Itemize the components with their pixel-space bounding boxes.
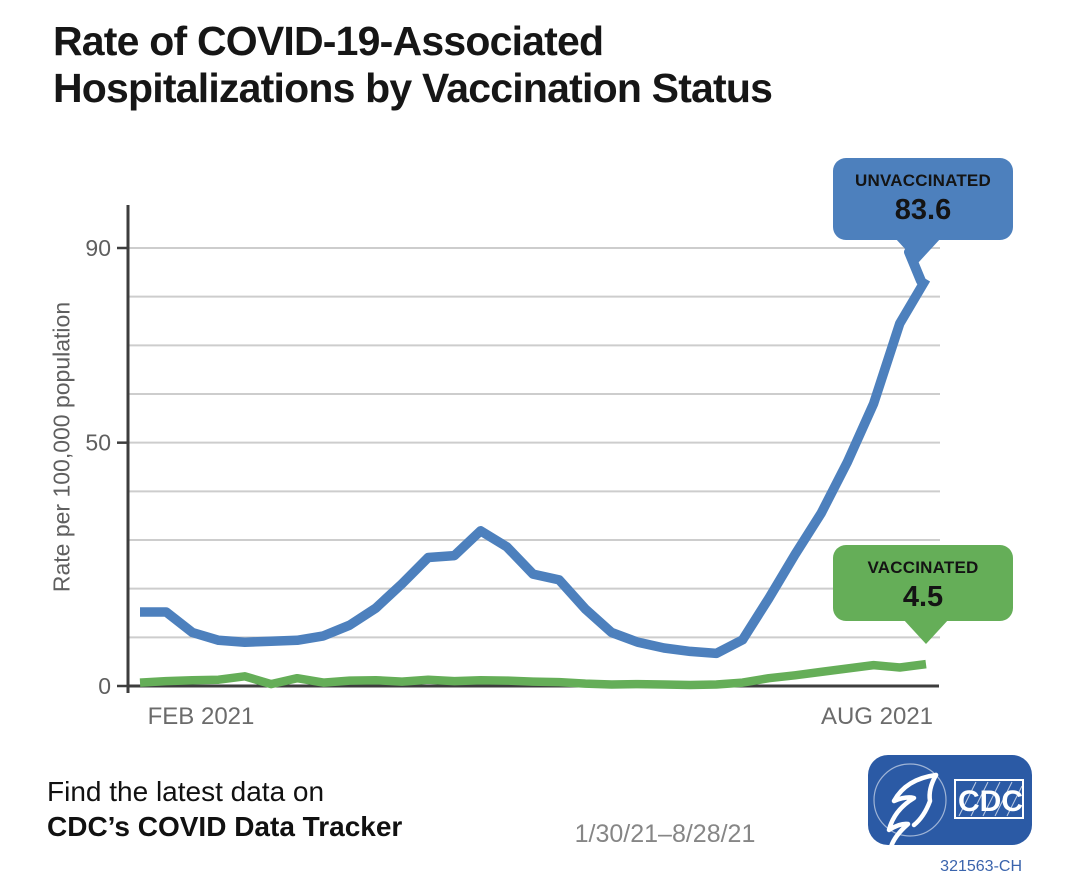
callout-vaccinated-pointer-icon [903, 619, 949, 644]
x-tick-label: FEB 2021 [148, 703, 255, 730]
y-tick-label: 0 [98, 673, 111, 699]
cdc-wordmark-text: CDC [958, 785, 1023, 818]
footer-source-name: CDC’s COVID Data Tracker [47, 811, 403, 842]
callout-unvaccinated-pointer-icon [895, 238, 941, 263]
callout-vaccinated: VACCINATED 4.5 [833, 545, 1013, 644]
cdc-logo: CDC [868, 755, 1032, 849]
page-title-line1: Rate of COVID-19-Associated [53, 18, 604, 64]
chart-id-label: 321563-CH [940, 858, 1022, 875]
page-title-line2: Hospitalizations by Vaccination Status [53, 65, 773, 111]
callout-unvaccinated: UNVACCINATED 83.6 [833, 158, 1013, 263]
callout-unvaccinated-value: 83.6 [894, 194, 952, 226]
hhs-seal-icon [873, 763, 947, 849]
date-range-label: 1/30/21–8/28/21 [574, 820, 756, 848]
footer-text: Find the latest data on [47, 776, 325, 807]
callout-vaccinated-label: VACCINATED [867, 558, 979, 577]
y-tick-label: 50 [85, 430, 111, 456]
chart-plot-area: 0 50 90 FEB 2021 AUG 2021 [85, 205, 940, 730]
callout-vaccinated-value: 4.5 [902, 581, 944, 613]
x-tick-label: AUG 2021 [821, 703, 933, 730]
cdc-wordmark-hatching [958, 781, 1023, 817]
unvaccinated-line [140, 276, 931, 659]
vaccinated-line [139, 659, 927, 690]
callout-unvaccinated-label: UNVACCINATED [855, 171, 991, 190]
y-axis-title: Rate per 100,000 population [48, 301, 75, 593]
cdc-wordmark: CDC [954, 779, 1024, 819]
page-title: Rate of COVID-19-Associated Hospitalizat… [53, 18, 993, 112]
y-tick-label: 90 [85, 235, 111, 261]
